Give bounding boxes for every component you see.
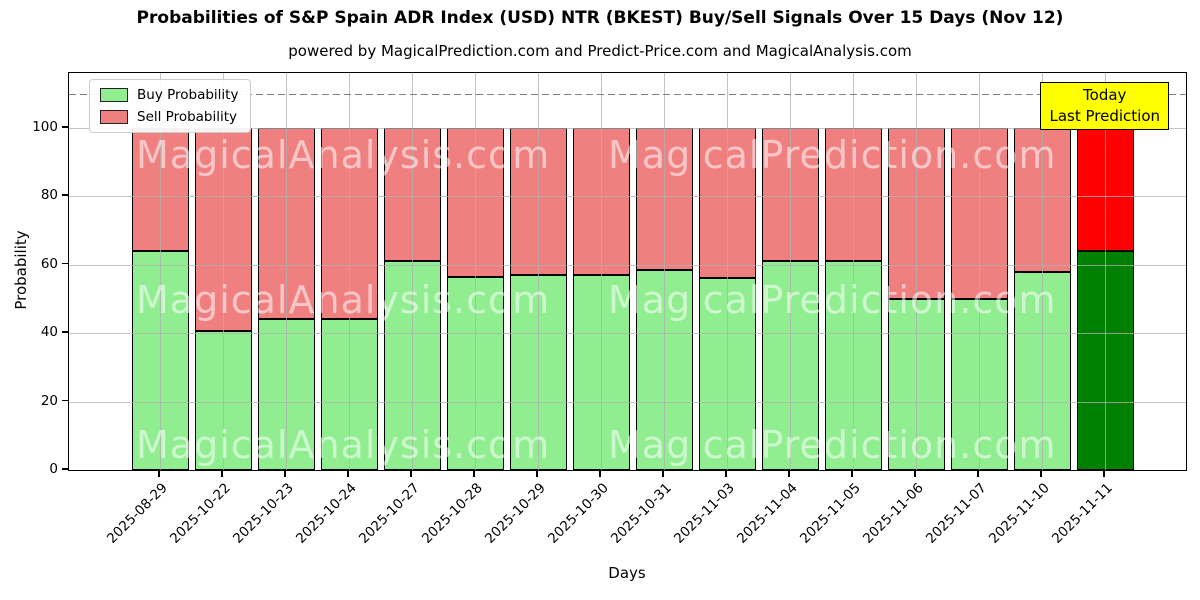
x-tick-mark <box>914 470 916 477</box>
y-tick-mark <box>62 399 68 402</box>
legend: Buy Probability Sell Probability <box>89 79 252 133</box>
plot-area: Buy Probability Sell Probability Today L… <box>68 72 1187 471</box>
x-tick-label: 2025-11-05 <box>796 480 864 547</box>
today-annotation-line2: Last Prediction <box>1049 107 1160 125</box>
x-grid-line <box>727 73 728 470</box>
x-tick-mark <box>284 470 286 477</box>
x-tick-label: 2025-10-29 <box>481 480 549 547</box>
y-tick-label: 100 <box>32 118 58 135</box>
x-grid-line <box>223 73 224 470</box>
x-tick-mark <box>599 470 601 477</box>
x-tick-mark <box>788 470 790 477</box>
x-tick-mark <box>977 470 979 477</box>
sell-color-swatch <box>100 110 128 124</box>
x-grid-line <box>853 73 854 470</box>
x-tick-mark <box>473 470 475 477</box>
y-tick-label: 40 <box>40 324 58 341</box>
buy-color-swatch <box>100 88 128 102</box>
x-grid-line <box>601 73 602 470</box>
chart-title: Probabilities of S&P Spain ADR Index (US… <box>136 8 1064 28</box>
y-tick-label: 80 <box>40 187 58 204</box>
x-tick-mark <box>410 470 412 477</box>
x-tick-mark <box>536 470 538 477</box>
dashed-threshold-line <box>69 93 1186 96</box>
y-tick-label: 20 <box>40 392 58 409</box>
x-tick-label: 2025-11-10 <box>985 480 1053 547</box>
x-grid-line <box>790 73 791 470</box>
x-grid-line <box>916 73 917 470</box>
x-grid-line <box>160 73 161 470</box>
x-tick-mark <box>347 470 349 477</box>
y-grid-line <box>69 333 1186 335</box>
x-tick-label: 2025-10-31 <box>607 480 675 547</box>
x-grid-line <box>1042 73 1043 470</box>
y-tick-mark <box>62 468 68 470</box>
today-annotation-line1: Today <box>1083 86 1127 104</box>
y-grid-line <box>69 196 1186 198</box>
x-tick-mark <box>221 470 223 477</box>
x-tick-label: 2025-08-29 <box>103 480 171 547</box>
x-grid-line <box>1105 73 1106 470</box>
x-tick-label: 2025-11-06 <box>859 480 927 547</box>
y-tick-label: 60 <box>40 255 58 272</box>
x-tick-mark <box>662 470 664 477</box>
x-tick-label: 2025-11-11 <box>1048 480 1116 547</box>
legend-item-sell: Sell Probability <box>100 109 238 125</box>
x-grid-line <box>349 73 350 470</box>
legend-label-buy: Buy Probability <box>137 87 239 103</box>
x-tick-mark <box>1103 470 1105 477</box>
x-tick-label: 2025-11-04 <box>733 480 801 547</box>
y-grid-line <box>69 127 1186 129</box>
x-grid-line <box>664 73 665 470</box>
x-grid-line <box>412 73 413 470</box>
legend-item-buy: Buy Probability <box>100 87 238 103</box>
y-grid-line <box>69 401 1186 403</box>
x-tick-label: 2025-10-30 <box>544 480 612 547</box>
x-grid-line <box>979 73 980 470</box>
x-tick-mark <box>158 470 160 477</box>
x-tick-label: 2025-10-28 <box>418 480 486 547</box>
y-tick-mark <box>62 126 68 128</box>
x-tick-label: 2025-10-23 <box>229 480 297 547</box>
x-tick-mark <box>1040 470 1042 477</box>
y-tick-mark <box>62 194 68 196</box>
x-tick-label: 2025-10-27 <box>355 480 423 547</box>
x-tick-mark <box>725 470 727 477</box>
y-tick-label: 0 <box>49 461 58 477</box>
chart-subtitle: powered by MagicalPrediction.com and Pre… <box>288 42 912 60</box>
x-grid-line <box>286 73 287 470</box>
legend-label-sell: Sell Probability <box>137 109 238 125</box>
x-tick-label: 2025-11-07 <box>922 480 990 547</box>
x-tick-label: 2025-10-22 <box>166 480 234 547</box>
y-tick-mark <box>62 262 68 265</box>
x-grid-line <box>538 73 539 470</box>
x-axis-label: Days <box>608 564 646 582</box>
y-tick-mark <box>62 331 68 333</box>
today-annotation: Today Last Prediction <box>1040 82 1169 130</box>
x-tick-label: 2025-10-24 <box>292 480 360 547</box>
y-grid-line <box>69 264 1186 266</box>
x-tick-mark <box>851 470 853 477</box>
x-tick-label: 2025-11-03 <box>670 480 738 547</box>
x-grid-line <box>475 73 476 470</box>
